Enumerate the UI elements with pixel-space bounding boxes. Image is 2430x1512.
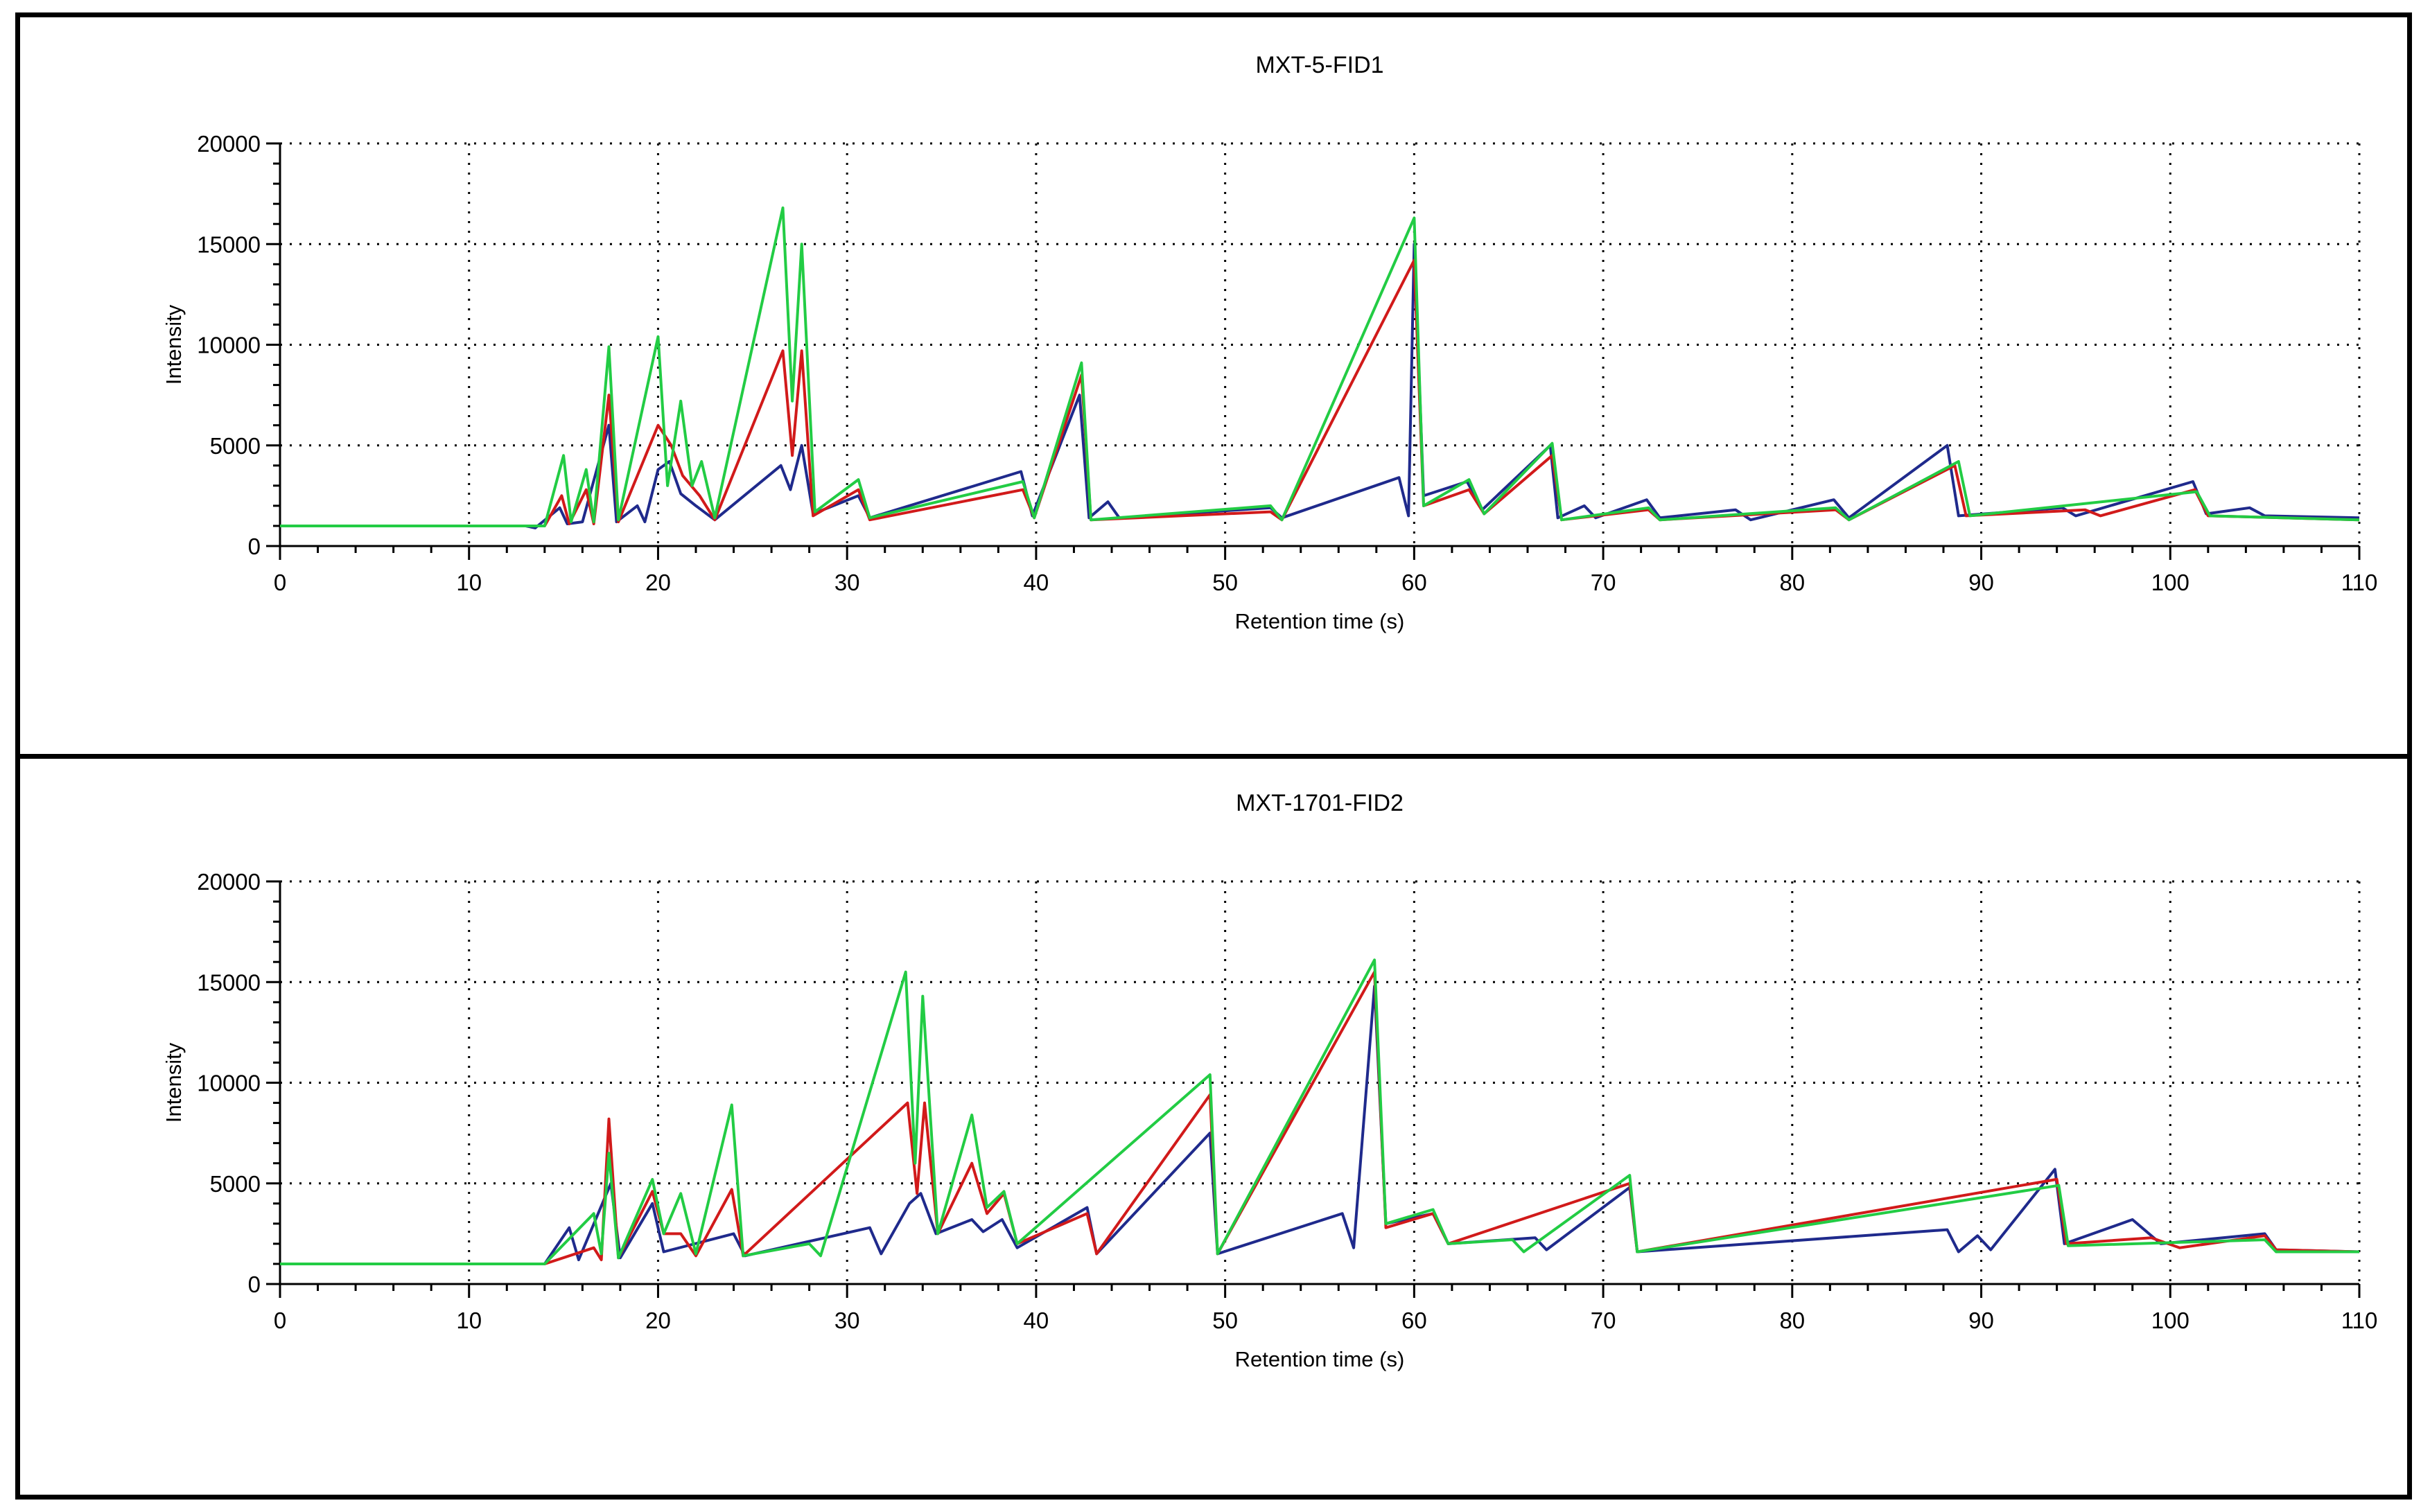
y-tick-label: 0 — [248, 1272, 261, 1297]
x-tick-label: 60 — [1401, 1308, 1427, 1333]
x-tick-label: 30 — [834, 1308, 860, 1333]
y-tick-label: 10000 — [197, 333, 261, 358]
y-tick-label: 15000 — [197, 969, 261, 995]
x-tick-label: 30 — [834, 570, 860, 595]
x-tick-label: 100 — [2151, 570, 2189, 595]
x-tick-label: 0 — [274, 570, 286, 595]
x-tick-label: 50 — [1212, 570, 1238, 595]
chart-panel-mxt-5-fid1: MXT-5-FID1 0 10 20 30 40 50 60 70 80 90 100 110 0 5000… — [15, 12, 2412, 761]
x-tick-label: 90 — [1968, 570, 1994, 595]
chart-panel-mxt-1701-fid2: MXT-1701-FID2 0 10 20 30 40 50 60 70 80 90 100 110 0 5… — [15, 754, 2412, 1500]
y-tick-label: 5000 — [210, 433, 261, 459]
series-line-blue — [280, 985, 2360, 1265]
chart-title: MXT-1701-FID2 — [1236, 790, 1404, 816]
x-tick-label: 80 — [1779, 570, 1805, 595]
x-tick-label: 40 — [1024, 570, 1049, 595]
x-tick-label: 10 — [456, 570, 482, 595]
x-tick-label: 90 — [1968, 1308, 1994, 1333]
x-tick-label: 20 — [645, 570, 671, 595]
x-tick-label: 0 — [274, 1308, 286, 1333]
series-line-blue — [280, 243, 2360, 529]
x-tick-label: 40 — [1024, 1308, 1049, 1333]
y-tick-label: 10000 — [197, 1071, 261, 1096]
x-axis-label: Retention time (s) — [1235, 1347, 1405, 1371]
x-tick-label: 110 — [2341, 1308, 2378, 1333]
series-line-green — [280, 206, 2360, 527]
chart-svg-mxt-1701-fid2: MXT-1701-FID2 0 10 20 30 40 50 60 70 80 90 100 110 0 5… — [161, 790, 2378, 1371]
y-tick-label: 0 — [248, 534, 261, 559]
y-axis-label: Intensity — [161, 304, 186, 385]
x-tick-label: 110 — [2341, 570, 2378, 595]
x-tick-label: 50 — [1212, 1308, 1238, 1333]
y-tick-label: 20000 — [197, 869, 261, 895]
chart-title: MXT-5-FID1 — [1255, 52, 1383, 78]
series-line-green — [280, 958, 2359, 1265]
x-tick-label: 70 — [1591, 570, 1616, 595]
x-tick-label: 80 — [1779, 1308, 1805, 1333]
x-tick-label: 60 — [1401, 570, 1427, 595]
x-axis-label: Retention time (s) — [1235, 609, 1405, 633]
y-tick-label: 20000 — [197, 131, 261, 157]
y-tick-label: 15000 — [197, 231, 261, 257]
x-tick-label: 10 — [456, 1308, 482, 1333]
y-axis-label: Intensity — [161, 1042, 186, 1123]
x-tick-label: 70 — [1591, 1308, 1616, 1333]
x-tick-label: 20 — [645, 1308, 671, 1333]
y-tick-label: 5000 — [210, 1171, 261, 1197]
chart-svg-mxt-5-fid1: MXT-5-FID1 0 10 20 30 40 50 60 70 80 90 100 110 0 5000… — [161, 52, 2378, 633]
x-tick-label: 100 — [2151, 1308, 2189, 1333]
